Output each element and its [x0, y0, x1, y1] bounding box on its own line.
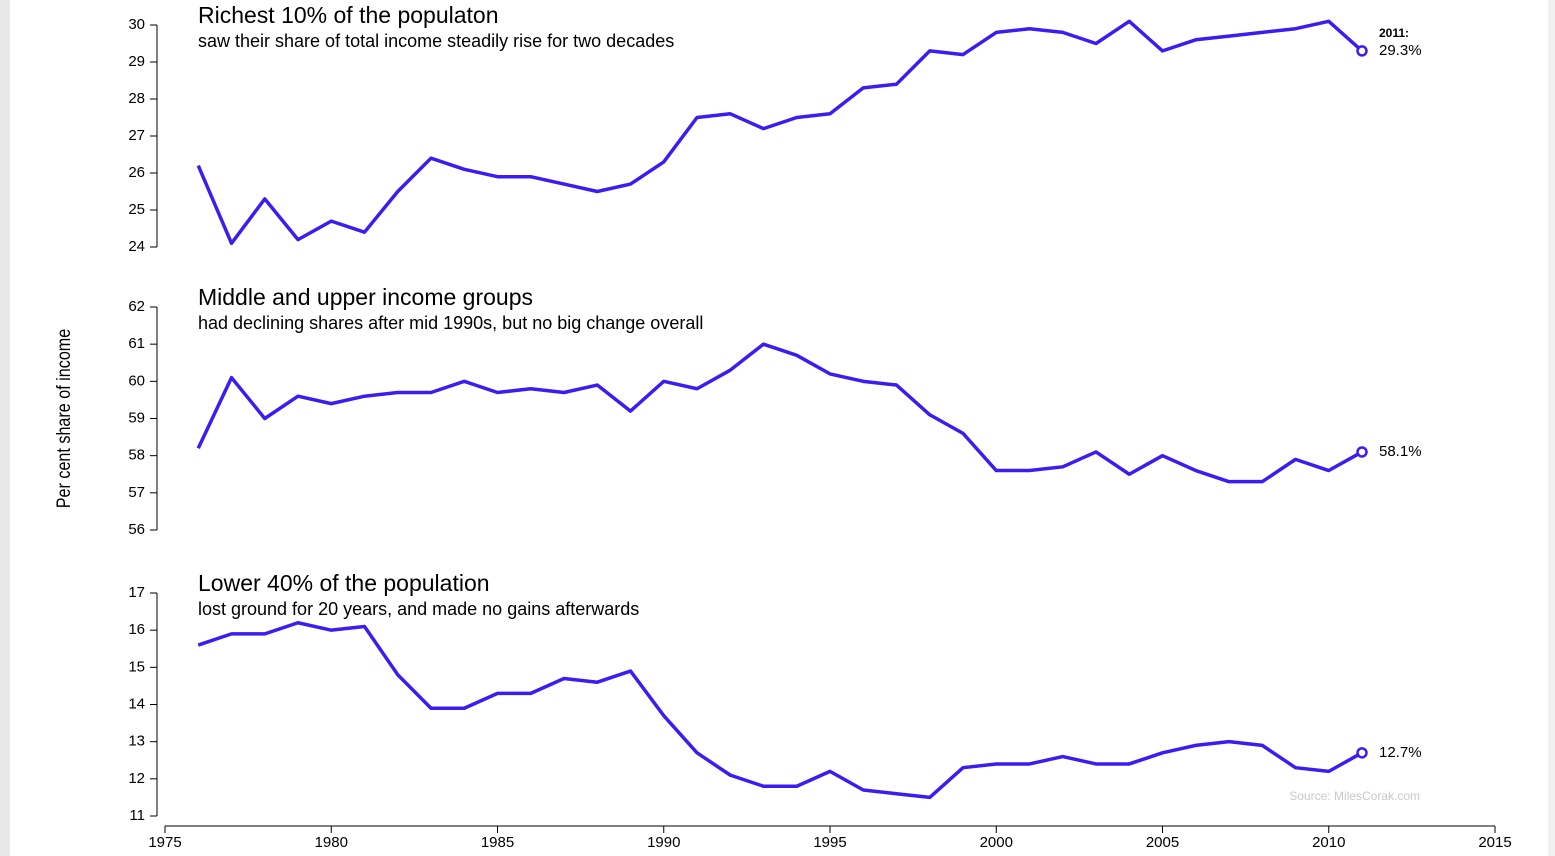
y-tick-label: 27 [128, 127, 145, 144]
x-tick-label: 1995 [813, 834, 846, 851]
end-marker [1356, 45, 1368, 57]
y-tick-label: 11 [129, 807, 145, 824]
y-tick-label: 24 [128, 238, 145, 255]
panel-subtitle: saw their share of total income steadily… [198, 31, 674, 51]
x-tick-label: 2015 [1478, 834, 1511, 851]
annotation: 12.7% [1379, 744, 1422, 761]
y-tick-label: 57 [128, 484, 145, 501]
data-line [196, 19, 1364, 246]
y-tick-label: 56 [128, 521, 145, 538]
x-tick-label: 1985 [481, 834, 514, 851]
y-tick-label: 30 [128, 16, 145, 33]
panel-title: Middle and upper income groups [198, 284, 533, 310]
y-tick-label: 60 [128, 372, 145, 389]
x-tick-label: 1975 [148, 834, 181, 851]
y-tick-label: 26 [128, 164, 145, 181]
end-marker [1356, 747, 1368, 759]
panel-subtitle: had declining shares after mid 1990s, bu… [198, 313, 703, 333]
y-tick-label: 13 [128, 733, 145, 750]
right-edge [1548, 0, 1555, 856]
y-axis-label: Per cent share of income [53, 329, 75, 509]
annotation: 58.1% [1379, 443, 1422, 460]
y-tick-label: 28 [128, 90, 145, 107]
y-tick-label: 12 [128, 770, 145, 787]
y-tick-label: 25 [128, 201, 145, 218]
panel-title: Richest 10% of the populaton [198, 2, 498, 28]
data-line [196, 342, 1363, 484]
x-tick-label: 2005 [1146, 834, 1179, 851]
x-tick-label: 1990 [647, 834, 680, 851]
y-tick-label: 59 [128, 409, 145, 426]
end-marker [1356, 446, 1368, 458]
y-tick-label: 58 [128, 447, 145, 464]
y-tick-label: 14 [128, 695, 145, 712]
panel-title: Lower 40% of the population [198, 570, 490, 596]
x-tick-label: 2000 [980, 834, 1013, 851]
y-tick-label: 16 [128, 621, 145, 638]
panel-subtitle: lost ground for 20 years, and made no ga… [198, 599, 639, 619]
y-tick-label: 15 [128, 658, 145, 675]
y-tick-label: 29 [128, 53, 145, 70]
annotation: 29.3% [1379, 42, 1422, 59]
source: Source: MilesCorak.com [1289, 789, 1420, 803]
x-tick-label: 1980 [315, 834, 348, 851]
y-tick-label: 61 [128, 335, 145, 352]
left-edge [0, 0, 10, 856]
annotation: 2011: [1379, 26, 1409, 40]
y-tick-label: 62 [128, 298, 145, 315]
y-tick-label: 17 [128, 584, 145, 601]
x-tick-label: 2010 [1312, 834, 1345, 851]
data-line [197, 620, 1363, 800]
